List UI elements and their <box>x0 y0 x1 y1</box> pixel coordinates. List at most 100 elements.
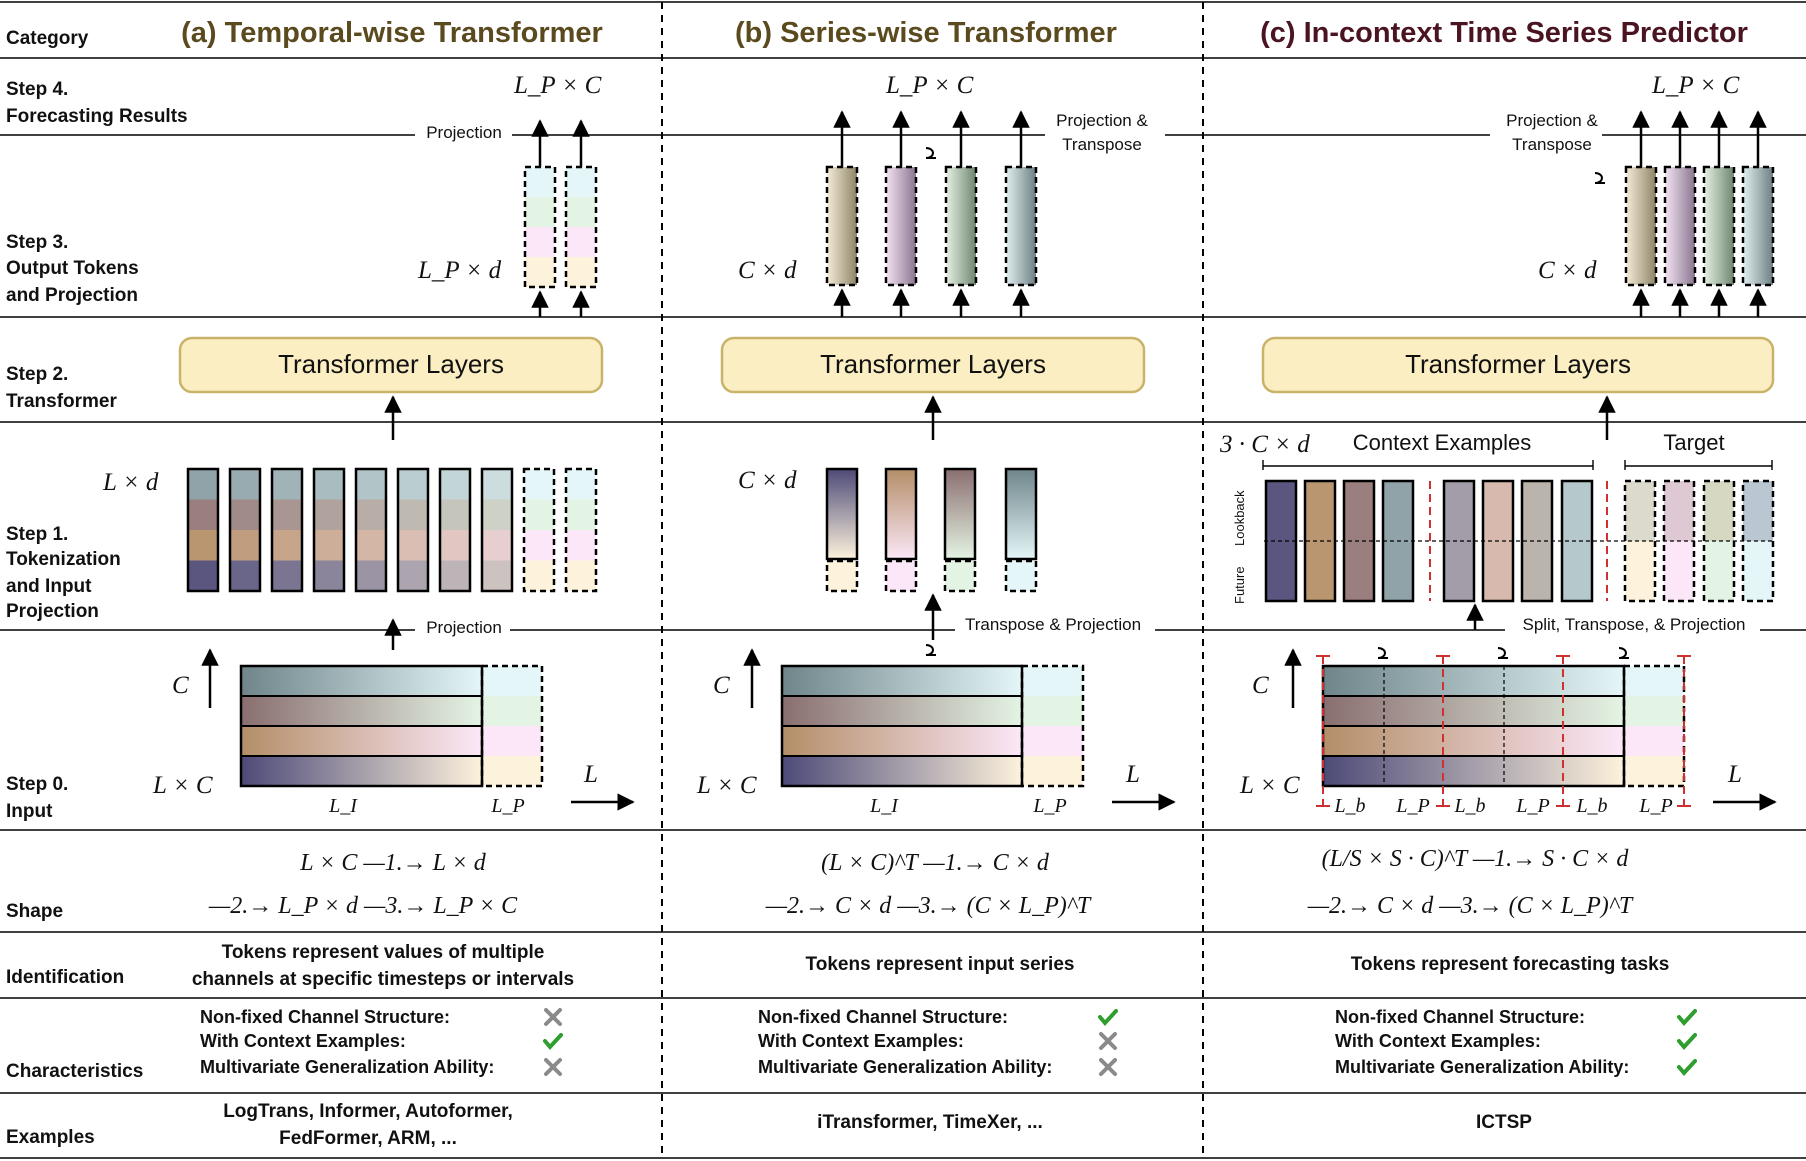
token-a-segment <box>230 560 260 591</box>
output-token-a-segment <box>525 257 555 287</box>
label-c-x-d-b-step3: C × d <box>738 257 797 284</box>
input-matrix-c-row <box>1323 726 1624 756</box>
row-label-shape: Shape <box>6 901 63 922</box>
output-token-a-segment <box>566 257 596 287</box>
input-matrix-a-future-row <box>482 696 542 726</box>
label-l-axis-c: L <box>1727 761 1742 788</box>
identification-c: Tokens represent forecasting tasks <box>1351 954 1670 975</box>
series-token-lookback <box>886 469 916 559</box>
token-a-segment <box>230 499 260 530</box>
series-token-b-future-3 <box>943 559 977 593</box>
token-a-8 <box>480 467 514 593</box>
projection-label-step4-a: Projection <box>426 123 502 142</box>
shape-formula-a-line1: L × C —1.→ L × d <box>299 850 487 876</box>
label-l-axis-a: L <box>583 761 598 788</box>
check-icon <box>1098 1009 1118 1027</box>
token-a-segment <box>524 560 554 591</box>
transformer-layers-label-c: Transformer Layers <box>1405 349 1631 379</box>
label-lb-c-1: L_b <box>1333 795 1365 817</box>
row-label-step3: Step 3. Output Tokens and Projection <box>6 232 139 306</box>
transpose-icon <box>1377 647 1388 659</box>
series-token-b-future-2 <box>884 559 918 593</box>
input-matrix-c-future-row <box>1624 756 1684 786</box>
input-matrix-b-row <box>782 756 1022 786</box>
cross-icon <box>544 1008 562 1026</box>
target-token-lookback <box>1625 481 1655 541</box>
row-label-characteristics: Characteristics <box>6 1061 143 1082</box>
row-label-category: Category <box>6 28 89 49</box>
token-a-segment <box>482 530 512 561</box>
output-token-c <box>1704 167 1734 285</box>
token-a-2 <box>228 467 262 593</box>
token-a-segment <box>566 499 596 530</box>
token-a-segment <box>188 530 218 561</box>
token-a-segment <box>440 469 470 500</box>
split-transpose-projection-label: Split, Transpose, & Projection <box>1522 615 1745 634</box>
transpose-icon <box>1618 647 1629 659</box>
label-c-axis-b: C <box>713 672 730 699</box>
label-c-x-d-c-step3: C × d <box>1538 257 1597 284</box>
target-token-lookback <box>1664 481 1694 541</box>
token-a-segment <box>398 560 428 591</box>
transformer-layers-label-b: Transformer Layers <box>820 349 1046 379</box>
token-a-segment <box>398 499 428 530</box>
token-a-segment <box>566 560 596 591</box>
series-token-b-future-4 <box>1004 559 1038 593</box>
label-c-axis-a: C <box>172 672 189 699</box>
token-a-4 <box>312 467 346 593</box>
shape-formula-c-line1: (L/S × S · C)^T —1.→ S · C × d <box>1322 846 1630 872</box>
token-a-segment <box>482 560 512 591</box>
series-token-lookback <box>1006 469 1036 559</box>
output-token-a-segment <box>566 227 596 257</box>
token-a-segment <box>314 530 344 561</box>
row-label-examples: Examples <box>6 1127 95 1148</box>
column-dividers <box>661 2 1204 1158</box>
row-label-identification: Identification <box>6 967 124 988</box>
token-a-segment <box>314 469 344 500</box>
shape-formula-a-line2: —2.→ L_P × d —3.→ L_P × C <box>208 893 518 919</box>
output-token-a-segment <box>525 227 555 257</box>
column-title-temporal-wise: (a) Temporal-wise Transformer <box>181 17 603 49</box>
svg-text:Multivariate Generalization Ab: Multivariate Generalization Ability: <box>758 1057 1052 1077</box>
label-l-x-c-b: L × C <box>696 772 757 799</box>
token-a-segment <box>356 499 386 530</box>
label-l-x-d-a: L × d <box>102 469 159 496</box>
label-lp-x-c-a: L_P × C <box>513 72 602 99</box>
label-lp-c-3: L_P <box>1638 795 1672 817</box>
output-token-c <box>1743 167 1773 285</box>
transpose-icon <box>1497 647 1508 659</box>
token-a-segment <box>566 530 596 561</box>
input-matrix-a-future-row <box>482 666 542 696</box>
series-token-future <box>1006 561 1036 591</box>
token-a-segment <box>440 499 470 530</box>
label-lp-x-c-c: L_P × C <box>1651 72 1740 99</box>
token-a-3 <box>270 467 304 593</box>
series-token-b-1 <box>825 467 859 561</box>
identification-a: Tokens represent values of multiple chann… <box>192 942 574 990</box>
input-matrix-b-future-row <box>1022 726 1083 756</box>
input-matrix-c-future-row <box>1624 666 1684 696</box>
output-token-b <box>827 167 857 285</box>
input-matrix-b-future-row <box>1022 756 1083 786</box>
token-a-segment <box>440 530 470 561</box>
label-lp-b: L_P <box>1032 795 1066 817</box>
transpose-projection-label: Transpose & Projection <box>965 615 1141 634</box>
label-lp-x-d-a: L_P × d <box>417 257 502 284</box>
token-a-segment <box>356 469 386 500</box>
label-lb-c-3: L_b <box>1575 795 1607 817</box>
cross-icon <box>1099 1032 1117 1050</box>
token-a-segment <box>188 560 218 591</box>
token-a-segment <box>524 469 554 500</box>
input-matrix-a-future-row <box>482 756 542 786</box>
series-token-future <box>827 561 857 591</box>
token-a-10 <box>564 467 598 593</box>
token-a-segment <box>272 530 302 561</box>
token-a-segment <box>356 530 386 561</box>
check-icon <box>543 1033 563 1051</box>
examples-a: LogTrans, Informer, Autoformer, FedFormer… <box>223 1101 513 1149</box>
token-a-segment <box>188 469 218 500</box>
output-token-b <box>886 167 916 285</box>
output-token-a-segment <box>566 167 596 197</box>
input-matrix-a-future-frame <box>480 664 544 788</box>
